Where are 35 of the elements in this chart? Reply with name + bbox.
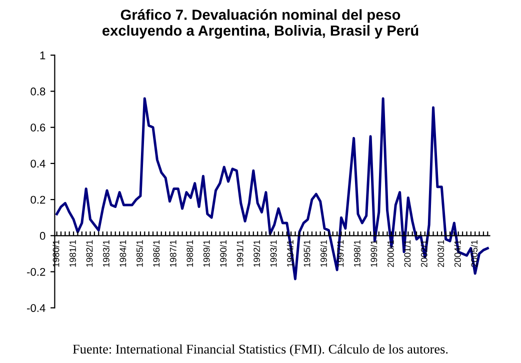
x-tick-label: 1982/1 — [86, 240, 93, 267]
x-tick-label: 1995/1 — [304, 240, 310, 267]
x-tick-label: 1981/1 — [69, 240, 76, 267]
chart-title: Gráfico 7. Devaluación nominal del peso excluyendo a Argentina, Bolivia, Brasil y Perú — [102, 9, 418, 39]
x-tick-label: 1989/1 — [203, 240, 210, 267]
x-tick-label: 1994/1 — [286, 240, 294, 267]
x-tick-label: 1985/1 — [136, 240, 143, 267]
x-tick-label: 2000/1 — [387, 240, 394, 267]
y-tick-label: 1 — [40, 52, 46, 60]
x-tick-label: 2003/1 — [437, 240, 444, 267]
y-tick-label: 0 — [40, 232, 46, 240]
y-tick-label: 0.4 — [30, 160, 46, 168]
x-tick-label: 1997/1 — [337, 240, 344, 267]
y-tick-label: 0.6 — [30, 124, 46, 132]
x-tick-label: 2004/1 — [454, 240, 461, 267]
x-tick-label: 1988/1 — [186, 240, 194, 267]
x-tick-label: 1984/1 — [120, 240, 126, 267]
x-tick-label: 1983/1 — [102, 240, 110, 267]
x-tick-label: 2005/1 — [470, 240, 478, 267]
source-note: Fuente: International Financial Statistics (FMI). Cálculo de los autores. — [72, 344, 448, 356]
x-tick-label: 2001/1 — [404, 240, 411, 267]
x-tick-label: 1987/1 — [170, 240, 176, 267]
y-tick-label: 0.2 — [30, 196, 46, 204]
x-tick-label: 1992/1 — [253, 240, 260, 267]
y-tick-label: -0.2 — [27, 268, 46, 276]
x-tick-label: 1991/1 — [236, 240, 244, 267]
x-tick-label: 1996/1 — [320, 240, 327, 267]
x-tick-label: 1999/1 — [370, 240, 378, 267]
x-tick-label: 1998/1 — [354, 240, 360, 267]
y-tick-label: 0.8 — [30, 88, 46, 96]
x-tick-label: 1986/1 — [152, 240, 160, 267]
x-tick-label: 1990/1 — [220, 240, 227, 267]
x-tick-label: 2002/1 — [420, 240, 428, 267]
x-tick-label: 1993/1 — [270, 240, 277, 267]
y-tick-label: -0.4 — [27, 304, 46, 312]
